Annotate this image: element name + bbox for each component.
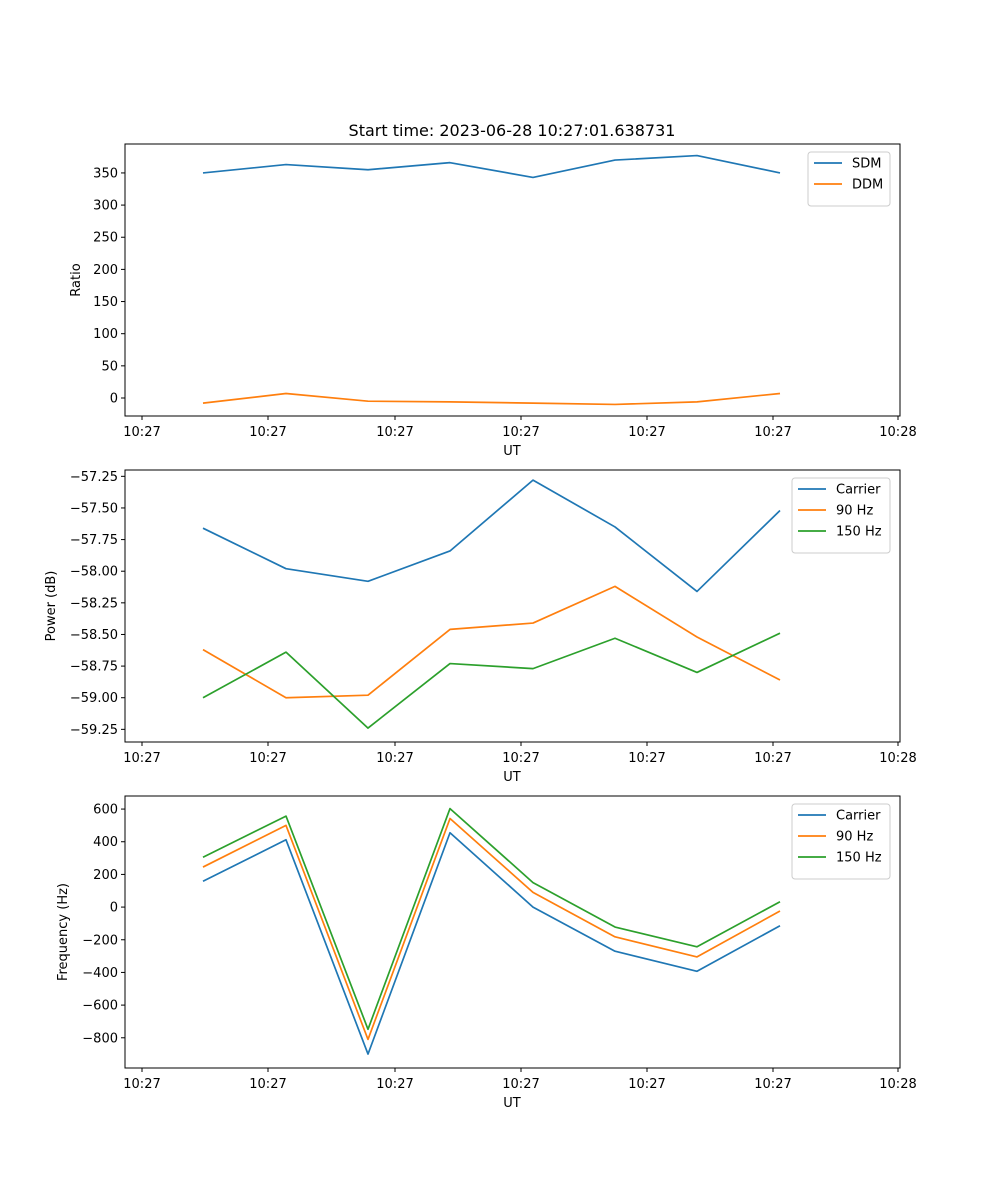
x-tick-label: 10:27 [376,425,413,440]
x-axis-label: UT [503,770,521,785]
y-tick-label: −58.25 [70,596,118,611]
y-tick-label: 200 [93,263,118,278]
y-tick-label: −57.25 [70,470,118,485]
x-tick-label: 10:28 [879,1077,916,1092]
x-tick-label: 10:27 [249,425,286,440]
y-tick-label: 50 [101,359,118,374]
series-line-sdm [202,154,781,179]
legend-label: 150 Hz [836,525,882,540]
y-axis-label: Ratio [69,263,84,296]
legend-box [791,477,891,554]
axes-frame [124,469,901,743]
axes-frame [124,143,901,417]
y-tick-label: −800 [82,1031,118,1046]
x-tick-label: 10:28 [879,751,916,766]
x-tick-label: 10:27 [502,751,539,766]
legend-label: Carrier [836,483,881,498]
x-tick-label: 10:27 [628,751,665,766]
legend: SDM DDM [807,151,891,207]
y-tick-label: 150 [93,295,118,310]
x-tick-label: 10:27 [754,425,791,440]
y-tick-label: 300 [93,199,118,214]
x-tick-label: 10:27 [754,1077,791,1092]
x-axis-label: UT [503,444,521,459]
legend: Carrier 90 Hz 150 Hz [791,803,891,880]
y-tick-label: 200 [93,868,118,883]
legend-label: SDM [852,157,881,172]
series-line-150-hz [202,807,781,1031]
legend-label: DDM [852,178,883,193]
legend-label: 90 Hz [836,830,873,845]
legend-box [791,803,891,880]
series-line-90-hz [202,585,781,699]
y-axis-label: Power (dB) [44,571,59,642]
axes-frame [124,795,901,1069]
subplot-3: 10:27 10:27 10:27 10:27 10:27 10:27 10:28 −800 −… [56,795,917,1111]
y-tick-label: 100 [93,327,118,342]
y-tick-label: −600 [82,999,118,1014]
legend: Carrier 90 Hz 150 Hz [791,477,891,554]
legend-label: 90 Hz [836,504,873,519]
y-tick-label: −58.50 [70,628,118,643]
series-line-150-hz [202,632,781,729]
x-tick-label: 10:28 [879,425,916,440]
subplot-2: 10:27 10:27 10:27 10:27 10:27 10:27 10:28 −59.2… [44,469,917,785]
y-tick-label: 400 [93,835,118,850]
chart-title: Start time: 2023-06-28 10:27:01.638731 [349,121,676,140]
x-tick-label: 10:27 [376,1077,413,1092]
y-tick-label: 600 [93,803,118,818]
x-tick-label: 10:27 [123,425,160,440]
y-tick-label: −400 [82,966,118,981]
y-tick-label: −59.25 [70,723,118,738]
series-line-carrier [202,479,781,593]
x-tick-label: 10:27 [123,751,160,766]
y-tick-label: 0 [110,901,118,916]
x-tick-label: 10:27 [123,1077,160,1092]
y-tick-label: 0 [110,391,118,406]
x-tick-label: 10:27 [376,751,413,766]
x-tick-label: 10:27 [628,1077,665,1092]
x-tick-label: 10:27 [502,1077,539,1092]
subplot-1: 10:27 10:27 10:27 10:27 10:27 10:27 10:28 0 50 10… [69,143,917,459]
legend-label: 150 Hz [836,851,882,866]
series-line-carrier [202,831,781,1055]
y-tick-label: 350 [93,166,118,181]
y-tick-label: −57.75 [70,533,118,548]
y-tick-label: −58.00 [70,565,118,580]
y-tick-label: 250 [93,231,118,246]
series-line-90-hz [202,817,781,1041]
y-tick-label: −57.50 [70,501,118,516]
x-tick-label: 10:27 [249,1077,286,1092]
y-tick-label: −200 [82,933,118,948]
x-axis-label: UT [503,1096,521,1111]
y-axis-label: Frequency (Hz) [56,883,71,981]
legend-label: Carrier [836,809,881,824]
y-tick-label: −58.75 [70,660,118,675]
y-tick-label: −59.00 [70,691,118,706]
x-tick-label: 10:27 [249,751,286,766]
legend-box [807,151,891,207]
x-tick-label: 10:27 [502,425,539,440]
x-tick-label: 10:27 [628,425,665,440]
x-tick-label: 10:27 [754,751,791,766]
series-line-ddm [202,392,781,406]
